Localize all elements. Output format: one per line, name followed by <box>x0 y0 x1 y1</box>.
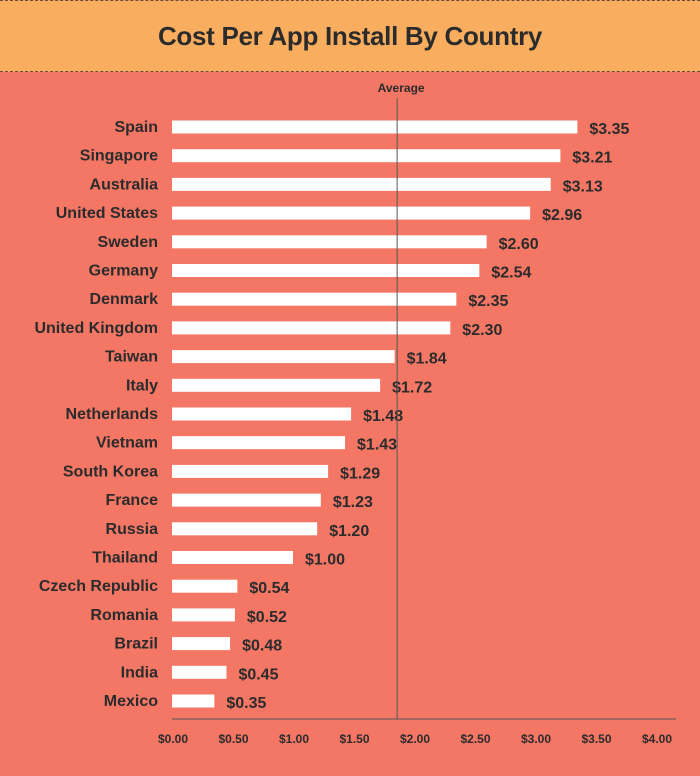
value-label: $2.30 <box>462 322 502 339</box>
chart-title: Cost Per App Install By Country <box>157 20 543 51</box>
category-label: Czech Republic <box>39 578 158 595</box>
value-label: $0.52 <box>247 609 287 626</box>
bar <box>172 637 231 651</box>
value-label: $3.21 <box>572 150 612 167</box>
bar <box>172 264 480 277</box>
bar <box>172 321 451 335</box>
bar <box>172 120 578 134</box>
value-label: $0.48 <box>242 638 282 655</box>
category-label: Spain <box>114 119 158 136</box>
bar <box>172 292 457 306</box>
category-label: Mexico <box>104 693 158 710</box>
bar <box>172 694 215 708</box>
x-tick-label: $1.50 <box>339 732 369 746</box>
category-label: France <box>106 492 159 509</box>
x-tick-label: $3.00 <box>521 732 551 746</box>
x-tick-label: $2.50 <box>460 732 490 746</box>
value-label: $2.35 <box>468 293 508 310</box>
category-label: Denmark <box>90 291 159 308</box>
x-tick-label: $4.00 <box>642 732 672 746</box>
value-label: $2.96 <box>542 207 582 224</box>
category-label: India <box>121 664 158 681</box>
value-label: $0.54 <box>249 580 289 597</box>
value-label: $3.13 <box>563 178 603 195</box>
bar <box>172 436 346 450</box>
category-label: Vietnam <box>96 435 158 452</box>
category-label: Thailand <box>92 550 158 567</box>
value-label: $2.54 <box>491 265 531 282</box>
bar <box>172 149 561 163</box>
x-tick-label: $0.50 <box>218 732 248 746</box>
category-label: Singapore <box>80 148 158 165</box>
category-label: Germany <box>89 263 158 280</box>
value-label: $0.45 <box>238 666 278 683</box>
value-label: $1.00 <box>305 552 345 569</box>
x-tick-label: $1.00 <box>279 732 309 746</box>
bar <box>172 206 531 220</box>
category-label: South Korea <box>63 463 158 480</box>
value-label: $1.84 <box>407 351 447 368</box>
bar <box>172 350 395 364</box>
bar <box>172 579 238 593</box>
bar <box>172 551 293 564</box>
category-label: Italy <box>126 377 158 394</box>
value-label: $2.60 <box>499 236 539 253</box>
value-label: $1.43 <box>357 437 397 454</box>
bar <box>172 608 235 622</box>
category-label: Australia <box>90 176 159 193</box>
bar <box>172 522 318 536</box>
value-label: $1.72 <box>392 379 432 396</box>
category-label: United Kingdom <box>34 320 158 337</box>
title-banner: Cost Per App Install By Country <box>0 0 700 72</box>
category-label: Netherlands <box>66 406 159 423</box>
category-label: Brazil <box>114 636 158 653</box>
x-tick-label: $2.00 <box>400 732 430 746</box>
bar <box>172 235 487 249</box>
bar <box>172 464 329 478</box>
value-label: $1.23 <box>333 494 373 511</box>
average-label: Average <box>378 81 425 95</box>
bar <box>172 665 227 679</box>
category-label: Romania <box>90 607 158 624</box>
value-label: $3.35 <box>589 121 629 138</box>
value-label: $1.20 <box>329 523 369 540</box>
bar <box>172 177 551 191</box>
bar <box>172 378 381 392</box>
category-label: Russia <box>106 521 159 538</box>
x-tick-label: $3.50 <box>581 732 611 746</box>
category-label: Taiwan <box>105 349 158 366</box>
value-label: $1.29 <box>340 465 380 482</box>
value-label: $0.35 <box>226 695 266 712</box>
category-label: Sweden <box>98 234 158 251</box>
bar <box>172 493 321 507</box>
x-tick-label: $0.00 <box>158 732 188 746</box>
value-label: $1.48 <box>363 408 403 425</box>
category-label: United States <box>56 205 158 222</box>
bar <box>172 407 352 421</box>
